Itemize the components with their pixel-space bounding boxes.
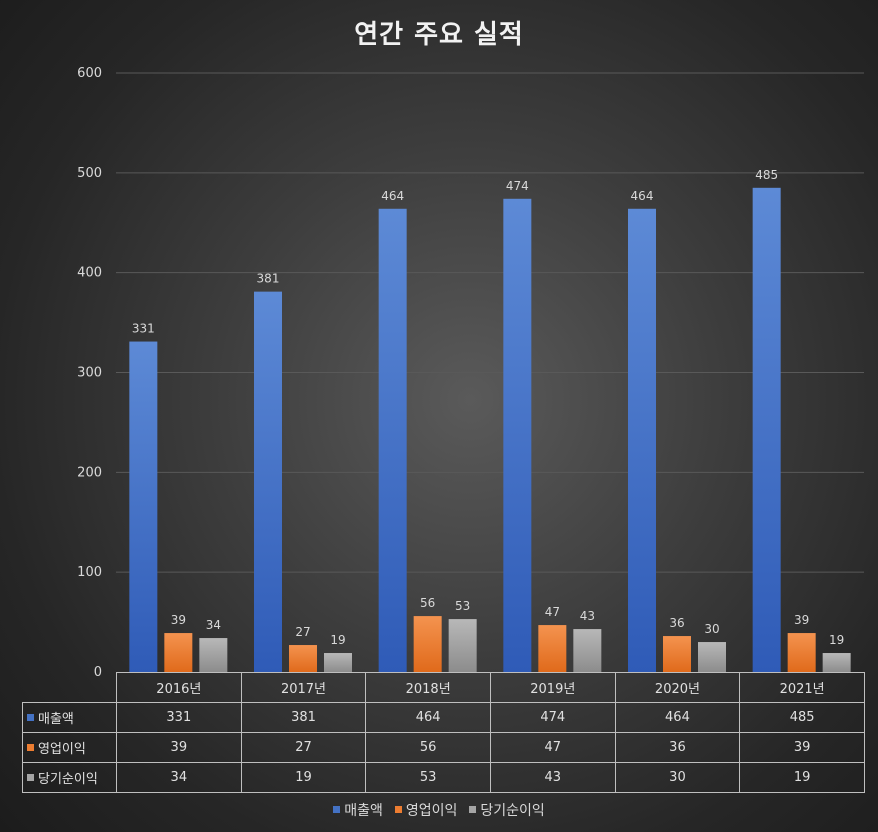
- series-name: 매출액: [38, 712, 74, 727]
- table-category-header: 2020년: [614, 672, 741, 703]
- table-cell: 36: [614, 732, 741, 763]
- legend-swatch: [27, 714, 34, 721]
- legend-swatch: [27, 774, 34, 781]
- gridlines: [116, 72, 864, 573]
- chart-title: 연간 주요 실적: [354, 20, 524, 50]
- bar-series-0-2: [378, 208, 407, 673]
- table-cell: 464: [614, 702, 741, 733]
- data-label: 39: [794, 613, 809, 627]
- legend-item: 영업이익: [394, 800, 458, 820]
- table-row-header: 매출액: [22, 702, 117, 733]
- bar-series-0-4: [628, 208, 656, 673]
- legend-label: 영업이익: [405, 803, 458, 819]
- table-cell: 485: [739, 702, 865, 733]
- data-label: 56: [420, 596, 435, 610]
- data-labels: 331 39 34 381 27 19 464 56 53 474 47 43 464 36 30 485 39…: [132, 168, 844, 647]
- legend-swatch: [394, 805, 402, 813]
- bar-series-2-1: [324, 653, 352, 672]
- table-header-row: 2016년 2017년 2018년 2019년 2020년 2021년: [22, 672, 865, 703]
- data-label: 331: [132, 322, 155, 336]
- table-cell: 30: [614, 762, 741, 793]
- legend-item: 매출액: [333, 800, 383, 820]
- table-row-header: 영업이익: [22, 732, 117, 763]
- legend-item: 당기순이익: [469, 800, 545, 820]
- table-cell: 39: [116, 732, 242, 763]
- table-cell: 19: [240, 762, 367, 793]
- bar-series-2-5: [822, 653, 851, 672]
- legend-swatch: [333, 805, 341, 813]
- table-row: 매출액 331 381 464 474 464 485: [22, 702, 865, 733]
- legend-label: 당기순이익: [480, 803, 545, 819]
- bar-series-2-3: [573, 629, 602, 672]
- data-label: 485: [755, 168, 778, 182]
- bar-series-0-5: [752, 187, 781, 672]
- table-cell: 474: [489, 702, 616, 733]
- table-cell: 19: [739, 762, 865, 793]
- table-cell: 34: [116, 762, 242, 793]
- table-row: 영업이익 39 27 56 47 36 39: [22, 732, 865, 763]
- table-category-header: 2019년: [489, 672, 616, 703]
- table-row: 당기순이익 34 19 53 43 30 19: [22, 762, 865, 793]
- y-tick-label: 100: [77, 565, 102, 580]
- bar-series-1-3: [538, 625, 567, 672]
- legend-label: 매출액: [344, 803, 383, 819]
- table-cell: 39: [739, 732, 865, 763]
- legend: 매출액 영업이익 당기순이익: [0, 800, 878, 820]
- table-category-header: 2018년: [365, 672, 491, 703]
- table-cell: 464: [365, 702, 491, 733]
- data-label: 39: [171, 613, 186, 627]
- data-label: 381: [257, 272, 280, 286]
- bar-series-0-0: [129, 341, 158, 672]
- legend-swatch: [469, 805, 477, 813]
- table-cell: 381: [240, 702, 367, 733]
- data-label: 464: [631, 189, 654, 203]
- data-label: 36: [669, 616, 684, 630]
- data-label: 34: [206, 618, 221, 632]
- bar-series-2-4: [698, 642, 726, 672]
- bar-series-2-0: [199, 638, 228, 672]
- legend-swatch: [27, 744, 34, 751]
- y-tick-label: 400: [77, 266, 102, 281]
- data-label: 47: [545, 605, 560, 619]
- table-cell: 27: [240, 732, 367, 763]
- bar-series-0-1: [254, 291, 282, 672]
- data-label: 30: [704, 622, 719, 636]
- bar-series-1-0: [164, 633, 193, 672]
- table-cell: 43: [489, 762, 616, 793]
- y-tick-label: 500: [77, 166, 102, 181]
- table-row-header: 당기순이익: [22, 762, 117, 793]
- bar-series-2-2: [448, 619, 477, 672]
- table-category-header: 2021년: [739, 672, 865, 703]
- series-name: 당기순이익: [38, 772, 98, 787]
- series-name: 영업이익: [38, 742, 86, 757]
- table-corner: [22, 672, 117, 703]
- data-label: 464: [381, 189, 404, 203]
- y-tick-label: 300: [77, 366, 102, 381]
- bar-series-1-2: [413, 616, 442, 672]
- y-tick-label: 600: [77, 66, 102, 81]
- bar-series-0-3: [503, 198, 532, 673]
- table-cell: 331: [116, 702, 242, 733]
- bar-series-1-5: [787, 633, 816, 672]
- data-label: 19: [330, 633, 345, 647]
- data-label: 19: [829, 633, 844, 647]
- data-label: 474: [506, 179, 529, 193]
- data-label: 53: [455, 599, 470, 613]
- table-cell: 47: [489, 732, 616, 763]
- table-category-header: 2016년: [116, 672, 242, 703]
- y-tick-label: 200: [77, 465, 102, 480]
- table-cell: 53: [365, 762, 491, 793]
- table-category-header: 2017년: [240, 672, 367, 703]
- data-label: 27: [295, 625, 310, 639]
- bars: [129, 187, 851, 673]
- table-cell: 56: [365, 732, 491, 763]
- data-table: 2016년 2017년 2018년 2019년 2020년 2021년 매출액 331 381 4…: [22, 672, 865, 793]
- bar-series-1-4: [663, 636, 691, 672]
- data-label: 43: [580, 609, 595, 623]
- bar-series-1-1: [289, 645, 317, 672]
